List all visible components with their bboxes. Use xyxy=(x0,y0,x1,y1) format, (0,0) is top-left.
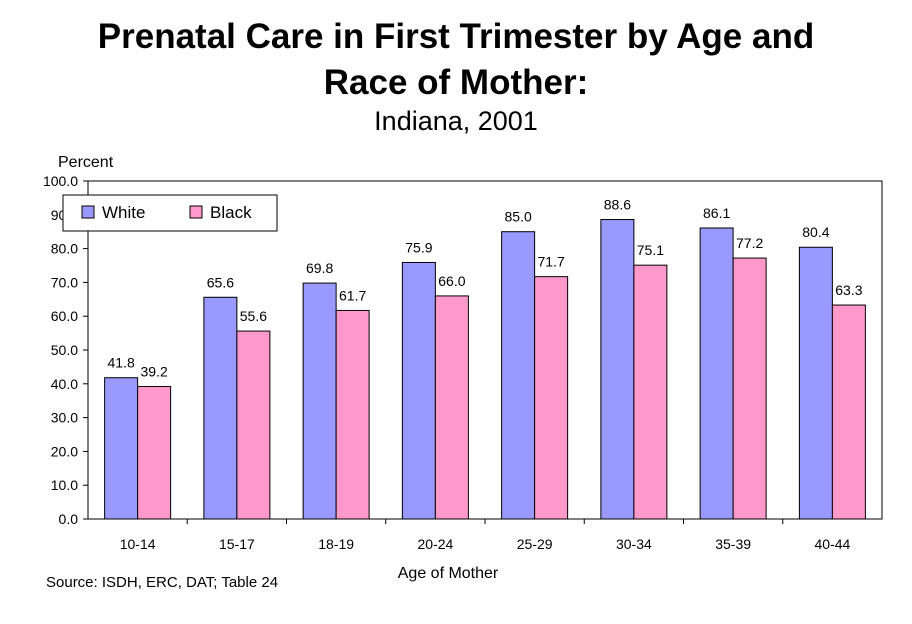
x-axis-label: Age of Mother xyxy=(398,565,499,582)
data-label: 65.6 xyxy=(207,274,234,290)
y-tick-label: 20.0 xyxy=(51,443,78,459)
legend-label-black: Black xyxy=(210,203,252,222)
chart-title-line2: Race of Mother: xyxy=(323,63,589,102)
bar-black xyxy=(236,330,271,520)
bar-white xyxy=(501,231,536,520)
bar-black xyxy=(137,386,172,520)
chart-title: Prenatal Care in First Trimester by Age … xyxy=(0,14,912,106)
bars xyxy=(104,219,866,520)
data-label: 39.2 xyxy=(141,364,168,380)
data-label: 63.3 xyxy=(835,282,862,298)
data-label: 86.1 xyxy=(703,205,730,221)
bar-white xyxy=(104,377,139,520)
bar-black xyxy=(732,257,767,520)
y-tick-label: 10.0 xyxy=(51,477,78,493)
y-tick-label: 100.0 xyxy=(43,173,78,189)
chart-title-line1: Prenatal Care in First Trimester by Age … xyxy=(97,17,815,56)
bar-white xyxy=(302,282,337,520)
y-tick-label: 0.0 xyxy=(59,511,79,527)
bar-white xyxy=(699,227,734,520)
y-tick-label: 70.0 xyxy=(51,274,78,290)
y-tick-label: 50.0 xyxy=(51,342,78,358)
data-labels: 41.8 39.2 65.6 55.6 69.8 61.7 75.9 66.0 85.0 71.7… xyxy=(108,197,863,380)
source-note: Source: ISDH, ERC, DAT; Table 24 xyxy=(46,574,279,591)
x-tick-label: 15-17 xyxy=(219,536,255,552)
data-label: 75.9 xyxy=(405,239,432,255)
x-tick-label: 10-14 xyxy=(120,536,156,552)
bar-white xyxy=(401,261,436,520)
data-label: 75.1 xyxy=(637,242,664,258)
chart-subtitle: Indiana, 2001 xyxy=(374,106,538,136)
bar-white xyxy=(203,296,238,520)
y-tick-label: 30.0 xyxy=(51,410,78,426)
data-label: 41.8 xyxy=(108,355,135,371)
y-tick-label: 40.0 xyxy=(51,376,78,392)
x-axis: 10-14 15-17 18-19 20-24 25-29 30-34 35-39 40-44 xyxy=(120,519,850,552)
x-tick-label: 25-29 xyxy=(517,536,553,552)
data-label: 71.7 xyxy=(538,254,565,270)
legend-swatch-black xyxy=(189,205,203,219)
legend: White Black xyxy=(62,194,278,232)
data-label: 80.4 xyxy=(802,224,829,240)
x-tick-label: 40-44 xyxy=(814,536,850,552)
data-label: 66.0 xyxy=(438,273,465,289)
y-tick-label: 80.0 xyxy=(51,241,78,257)
x-tick-label: 35-39 xyxy=(715,536,751,552)
legend-box xyxy=(62,194,278,232)
bar-white xyxy=(600,219,635,520)
data-label: 69.8 xyxy=(306,260,333,276)
y-axis-label: Percent xyxy=(58,154,114,171)
x-tick-label: 18-19 xyxy=(318,536,354,552)
bar-black xyxy=(434,295,469,520)
legend-label-white: White xyxy=(102,203,145,222)
x-tick-label: 20-24 xyxy=(417,536,453,552)
bar-black xyxy=(633,264,668,520)
legend-swatch-white xyxy=(81,205,95,219)
data-label: 88.6 xyxy=(604,197,631,213)
bar-black xyxy=(831,304,866,520)
data-label: 61.7 xyxy=(339,287,366,303)
bar-white xyxy=(798,246,833,520)
data-label: 77.2 xyxy=(736,235,763,251)
x-tick-label: 30-34 xyxy=(616,536,652,552)
y-tick-label: 60.0 xyxy=(51,308,78,324)
bar-black xyxy=(534,276,569,520)
data-label: 85.0 xyxy=(505,209,532,225)
data-label: 55.6 xyxy=(240,308,267,324)
bar-black xyxy=(335,309,370,520)
